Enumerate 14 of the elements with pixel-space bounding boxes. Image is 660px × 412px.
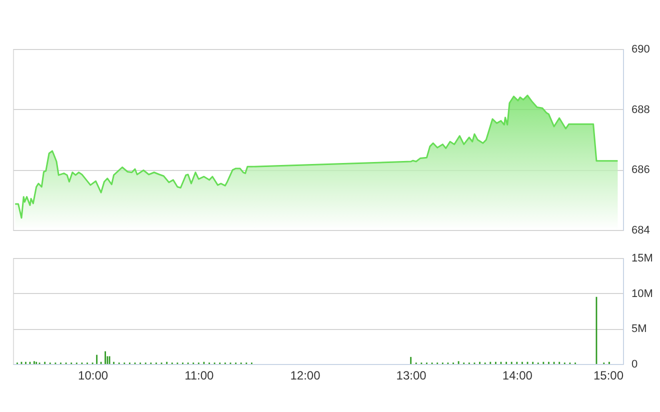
- x-tick-label: 12:00: [290, 368, 321, 382]
- y-tick-label: 15M: [632, 252, 653, 264]
- y-tick-label: 686: [632, 164, 650, 176]
- y-tick-label: 5M: [632, 323, 647, 336]
- x-tick-label: 14:00: [502, 368, 533, 382]
- x-tick-label: 13:00: [396, 368, 427, 382]
- y-tick-label: 690: [632, 44, 650, 56]
- x-tick-label: 15:00: [593, 368, 624, 382]
- y-tick-label: 688: [632, 104, 650, 116]
- y-tick-label: 10M: [632, 288, 653, 300]
- y-tick-label: 684: [632, 224, 650, 236]
- y-tick-label: 0: [632, 358, 638, 370]
- x-tick-label: 11:00: [184, 368, 214, 382]
- x-tick-label: 10:00: [78, 368, 108, 382]
